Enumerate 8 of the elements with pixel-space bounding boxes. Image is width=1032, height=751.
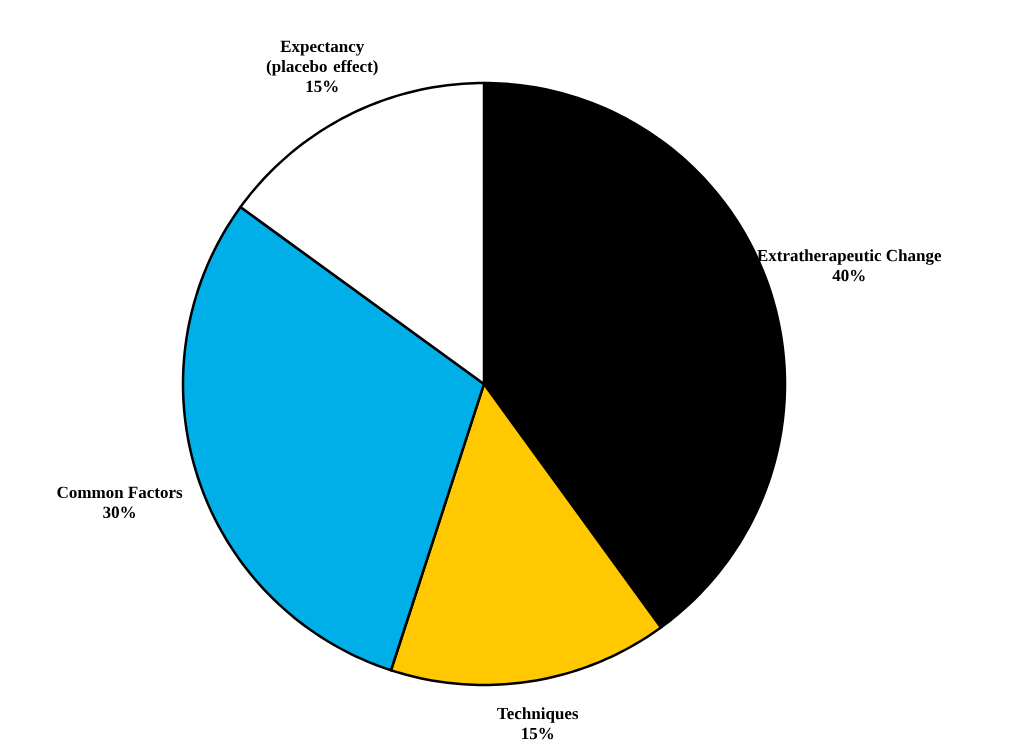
data-label: 15% (522, 727, 554, 740)
data-label: 30% (103, 506, 136, 519)
slice-label: Extratherapeutic Change (757, 249, 942, 265)
data-label: 15% (306, 80, 338, 93)
slice-label: Expectancy (placebo effect) (266, 40, 378, 76)
data-label: 40% (832, 269, 865, 282)
slice-label: Common Factors (57, 486, 183, 499)
slice-label: Techniques (497, 707, 579, 723)
